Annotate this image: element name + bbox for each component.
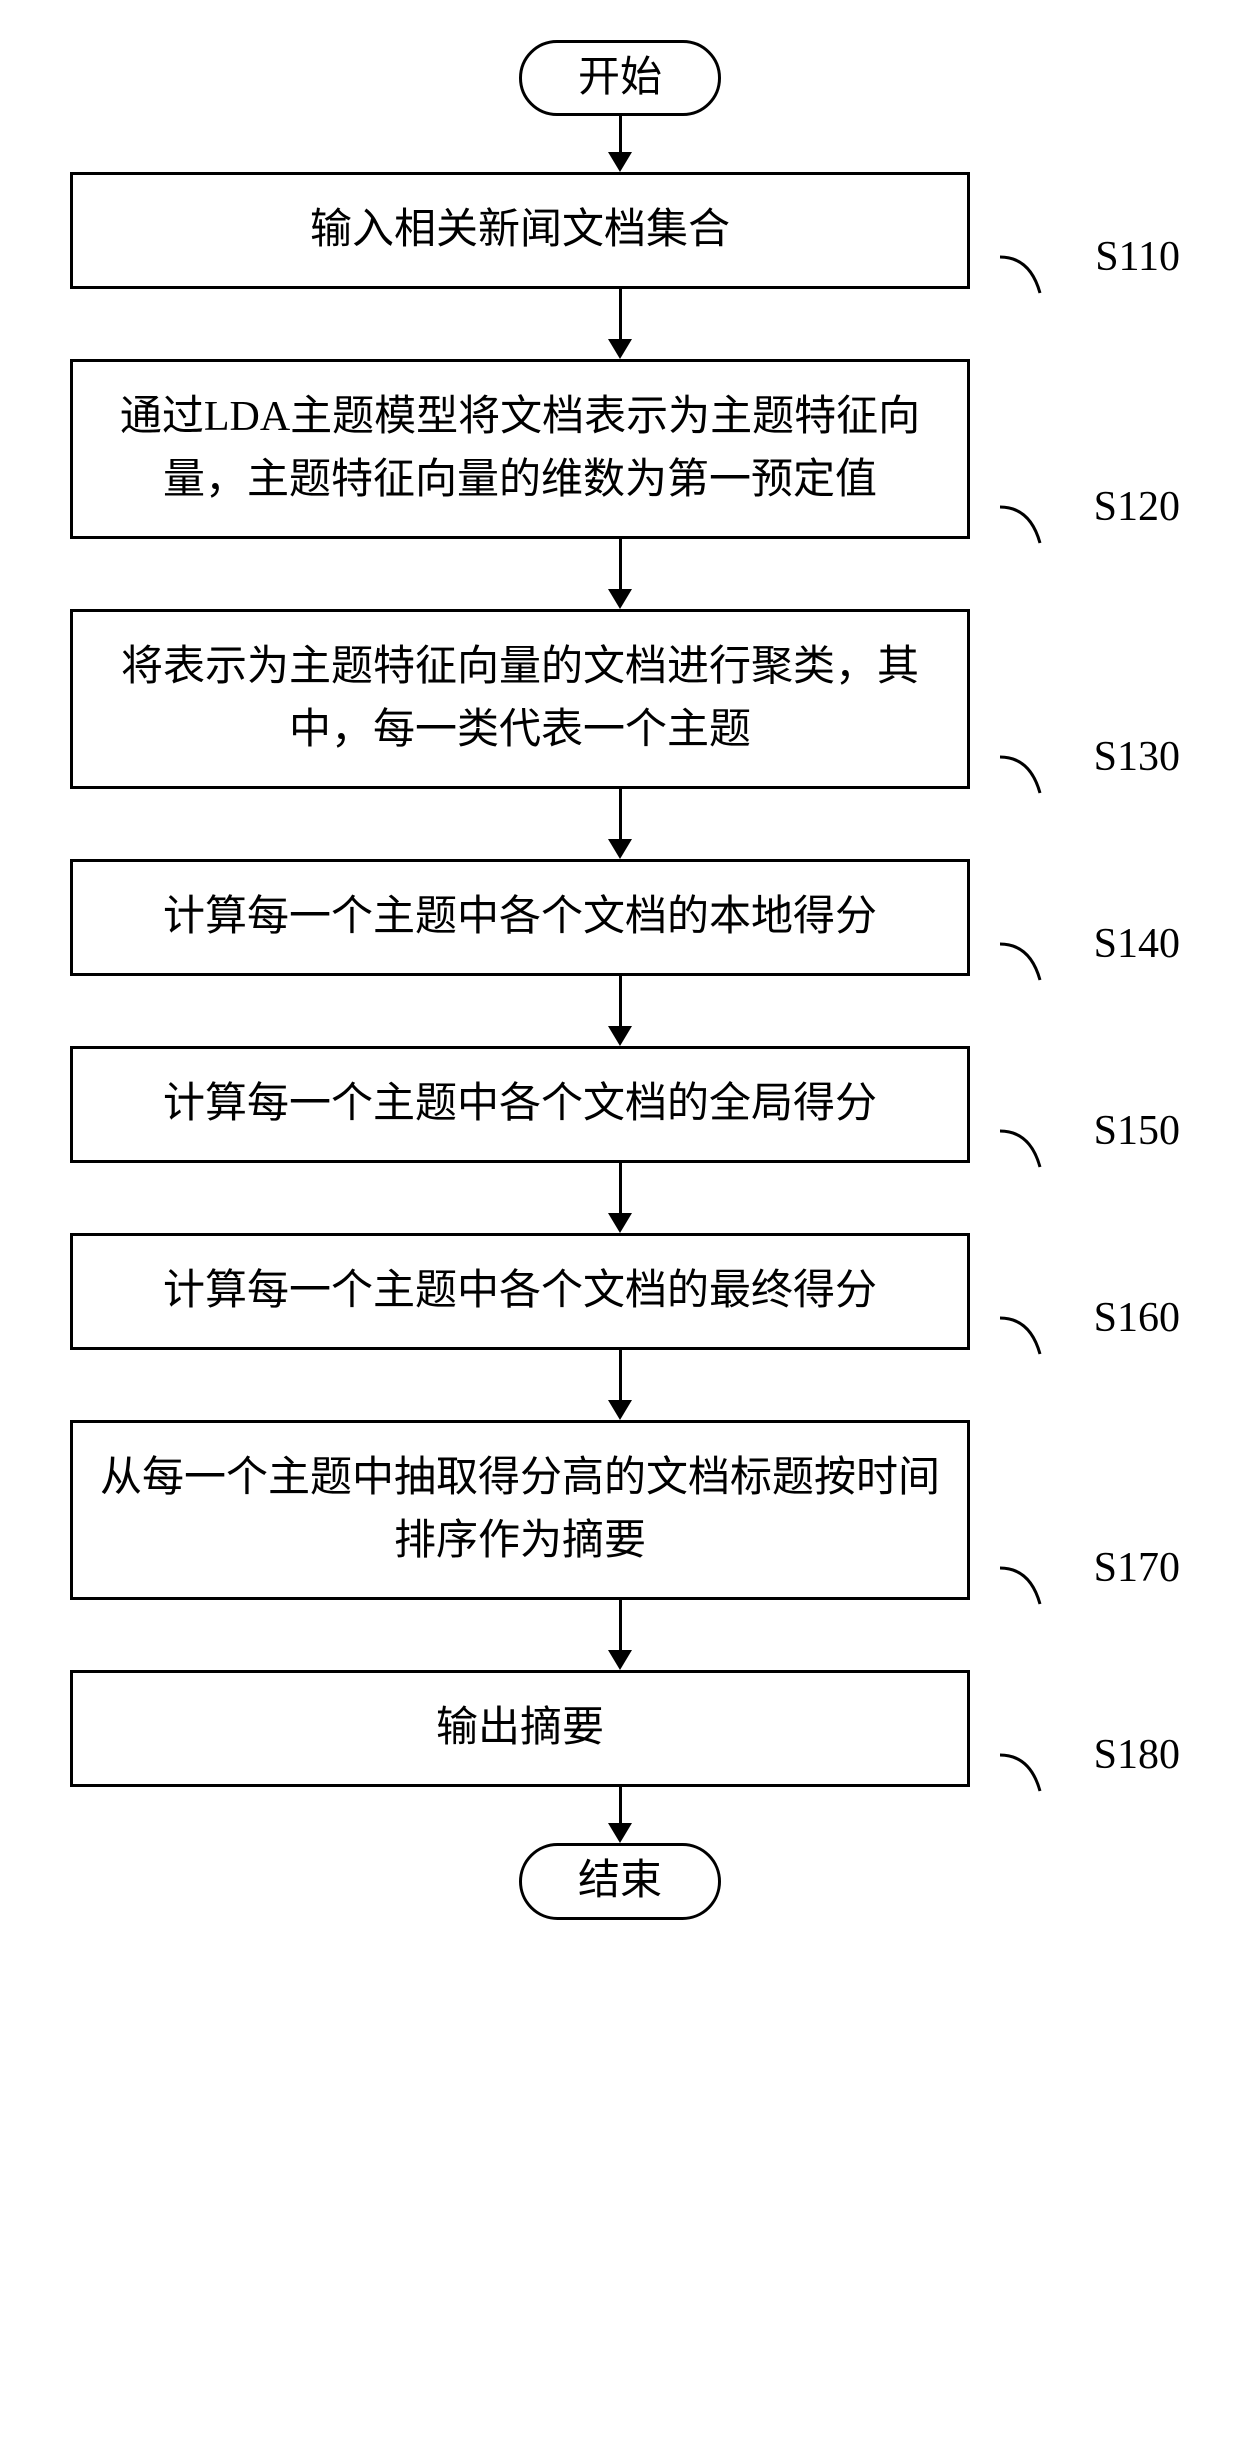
connector-curve [1000, 940, 1060, 980]
step-label: S150 [1094, 1107, 1180, 1155]
end-terminal: 结束 [519, 1843, 721, 1919]
step-s120: 通过LDA主题模型将文档表示为主题特征向量，主题特征向量的维数为第一预定值 S1… [70, 359, 1170, 539]
step-label: S120 [1094, 483, 1180, 531]
process-box: 计算每一个主题中各个文档的最终得分 [70, 1233, 970, 1350]
arrow [608, 1163, 632, 1233]
process-box: 输出摘要 [70, 1670, 970, 1787]
step-label: S170 [1094, 1544, 1180, 1592]
arrow [608, 1350, 632, 1420]
connector-curve [1000, 753, 1060, 793]
step-s140: 计算每一个主题中各个文档的本地得分 S140 [70, 859, 1170, 976]
step-label: S140 [1094, 920, 1180, 968]
connector-curve [1000, 253, 1060, 293]
step-label: S160 [1094, 1294, 1180, 1342]
connector-curve [1000, 1751, 1060, 1791]
step-s150: 计算每一个主题中各个文档的全局得分 S150 [70, 1046, 1170, 1163]
step-s180: 输出摘要 S180 [70, 1670, 1170, 1787]
arrow [608, 289, 632, 359]
process-box: 输入相关新闻文档集合 [70, 172, 970, 289]
connector-curve [1000, 503, 1060, 543]
arrow [608, 539, 632, 609]
connector-curve [1000, 1564, 1060, 1604]
arrow [608, 1600, 632, 1670]
step-s110: 输入相关新闻文档集合 S110 [70, 172, 1170, 289]
arrow [608, 116, 632, 172]
process-box: 通过LDA主题模型将文档表示为主题特征向量，主题特征向量的维数为第一预定值 [70, 359, 970, 539]
process-box: 计算每一个主题中各个文档的全局得分 [70, 1046, 970, 1163]
arrow [608, 1787, 632, 1843]
process-box: 计算每一个主题中各个文档的本地得分 [70, 859, 970, 976]
arrow [608, 789, 632, 859]
flowchart-container: 开始 输入相关新闻文档集合 S110 通过LDA主题模型将文档表示为主题特征向量… [70, 40, 1170, 1920]
connector-curve [1000, 1314, 1060, 1354]
step-s170: 从每一个主题中抽取得分高的文档标题按时间排序作为摘要 S170 [70, 1420, 1170, 1600]
process-box: 从每一个主题中抽取得分高的文档标题按时间排序作为摘要 [70, 1420, 970, 1600]
step-label: S180 [1094, 1731, 1180, 1779]
step-s130: 将表示为主题特征向量的文档进行聚类，其中，每一类代表一个主题 S130 [70, 609, 1170, 789]
connector-curve [1000, 1127, 1060, 1167]
step-label: S110 [1095, 233, 1180, 281]
start-terminal: 开始 [519, 40, 721, 116]
step-label: S130 [1094, 733, 1180, 781]
step-s160: 计算每一个主题中各个文档的最终得分 S160 [70, 1233, 1170, 1350]
arrow [608, 976, 632, 1046]
process-box: 将表示为主题特征向量的文档进行聚类，其中，每一类代表一个主题 [70, 609, 970, 789]
